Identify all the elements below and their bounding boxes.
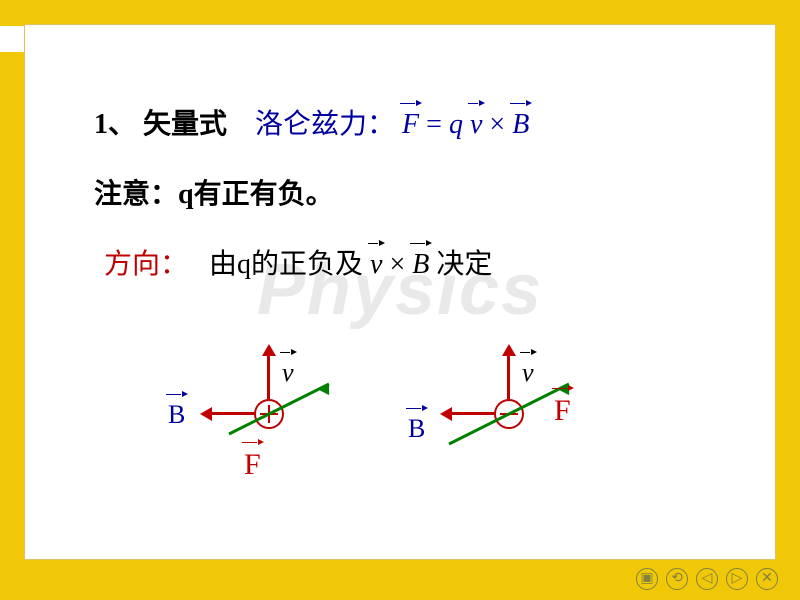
- nav-next-button[interactable]: ▷: [726, 568, 748, 590]
- line-1: 1、 矢量式 洛仑兹力： F = q v × B: [94, 102, 529, 142]
- label-F-pos: F: [244, 444, 261, 482]
- vec-B-2: B: [412, 245, 429, 281]
- times-1: ×: [489, 109, 505, 140]
- nav-close-button[interactable]: ✕: [756, 568, 778, 590]
- line-2: 注意：q有正有负。: [94, 172, 334, 212]
- diagram-positive: B v F: [154, 324, 354, 524]
- nav-home-button[interactable]: ▣: [636, 568, 658, 590]
- line3-dir: 方向：: [104, 249, 188, 280]
- f-arrow-neg: [394, 324, 614, 524]
- eq-sign: =: [426, 109, 449, 140]
- vec-B: B: [512, 105, 529, 141]
- line1-heading: 矢量式: [143, 109, 227, 140]
- vec-v: v: [470, 105, 482, 141]
- label-B-pos: B: [168, 396, 185, 430]
- label-F-neg: F: [554, 390, 571, 428]
- slide-frame: Physics 1、 矢量式 洛仑兹力： F = q v × B 注意：q有正有…: [0, 0, 800, 600]
- vec-F: F: [402, 105, 419, 141]
- line3-prefix: 由q的正负及: [209, 249, 370, 280]
- label-v-pos: v: [282, 354, 294, 388]
- line-3: 方向： 由q的正负及 v × B 决定: [104, 242, 492, 282]
- diagram-negative: B v F: [394, 324, 614, 524]
- sym-q: q: [449, 109, 463, 140]
- label-v-neg: v: [522, 354, 534, 388]
- line1-number: 1、: [94, 109, 136, 140]
- times-2: ×: [389, 249, 405, 280]
- line1-lorentz: 洛仑兹力：: [255, 109, 395, 140]
- line3-suffix: 决定: [436, 249, 492, 280]
- slide-page: Physics 1、 矢量式 洛仑兹力： F = q v × B 注意：q有正有…: [24, 24, 776, 560]
- nav-return-button[interactable]: ⟲: [666, 568, 688, 590]
- label-B-neg: B: [408, 410, 425, 444]
- vec-v-2: v: [370, 245, 382, 281]
- nav-prev-button[interactable]: ◁: [696, 568, 718, 590]
